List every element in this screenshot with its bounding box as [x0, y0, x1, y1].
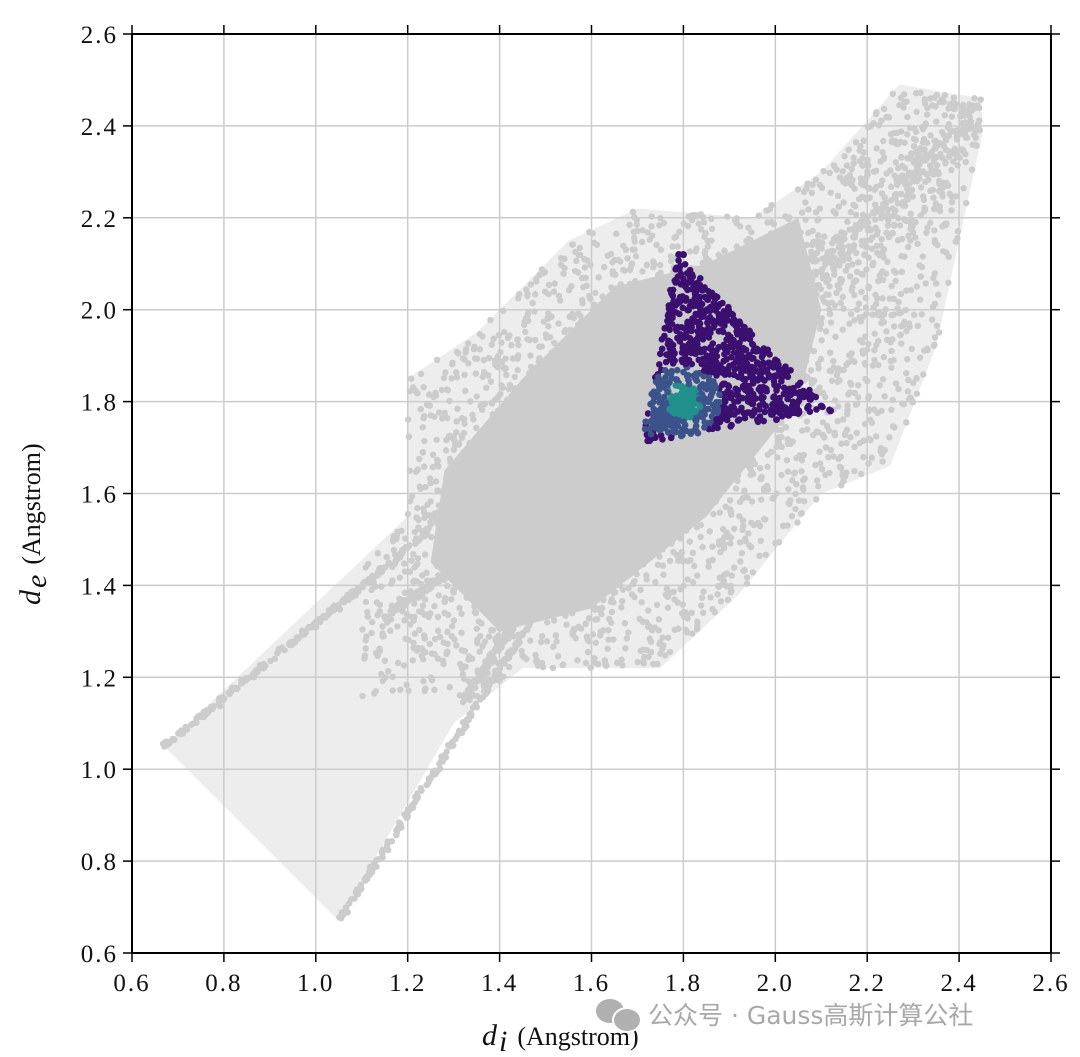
- x-tick-label: 1.8: [665, 970, 702, 997]
- y-tick-label: 1.6: [81, 482, 118, 509]
- x-tick-label: 2.6: [1032, 970, 1069, 997]
- x-tick-label: 1.6: [573, 970, 610, 997]
- x-tick-label: 2.0: [757, 970, 794, 997]
- y-tick-label: 1.4: [81, 573, 118, 600]
- x-tick-label: 1.4: [481, 970, 518, 997]
- watermark-text: 公众号 · Gauss高斯计算公社: [648, 1001, 974, 1030]
- y-tick-label: 0.6: [81, 941, 118, 968]
- axis-ticks: 0.6 0.8 1.0 1.2 1.4 1.6 1.8 2.0 2.2 2.4 2.6 0.6 0.8 1…: [81, 22, 1069, 997]
- y-tick-label: 1.0: [81, 757, 118, 784]
- y-axis-title: de(Angstrom): [14, 443, 53, 605]
- wechat-icon: [596, 997, 642, 1033]
- y-tick-label: 1.8: [81, 390, 118, 417]
- y-tick-label: 2.6: [81, 22, 118, 49]
- x-tick-label: 0.8: [205, 970, 242, 997]
- y-tick-label: 1.2: [81, 665, 118, 692]
- y-tick-label: 2.4: [81, 114, 118, 141]
- data-points: [159, 84, 985, 922]
- x-axis-title: di (Angstrom): [482, 1019, 639, 1057]
- x-tick-label: 2.2: [849, 970, 886, 997]
- x-tick-label: 1.0: [297, 970, 334, 997]
- y-tick-label: 2.0: [81, 298, 118, 325]
- x-tick-label: 1.2: [389, 970, 426, 997]
- x-tick-label: 0.6: [113, 970, 150, 997]
- y-tick-label: 2.2: [81, 206, 118, 233]
- x-tick-label: 2.4: [940, 970, 977, 997]
- watermark: 公众号 · Gauss高斯计算公社: [596, 996, 974, 1033]
- y-tick-label: 0.8: [81, 849, 118, 876]
